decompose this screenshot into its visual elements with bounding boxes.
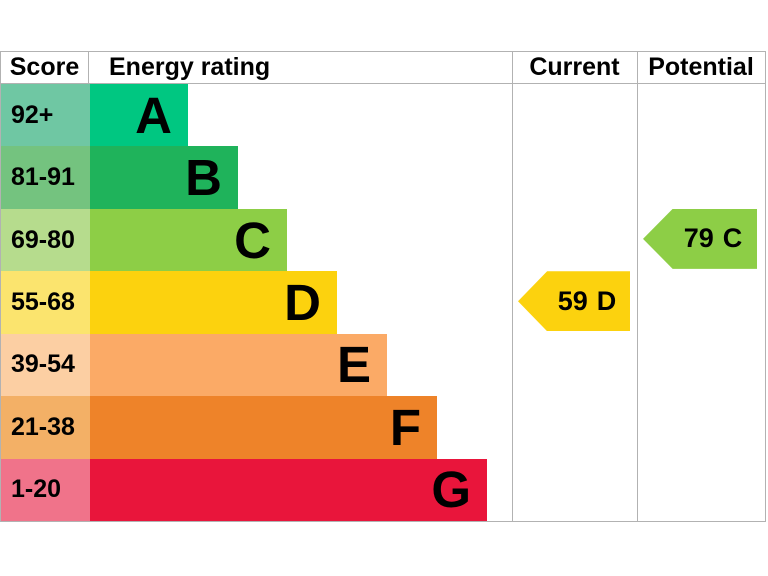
current-rating-arrow: 59 D bbox=[518, 271, 630, 332]
band-letter: E bbox=[336, 336, 371, 394]
potential-score-value: 79 bbox=[683, 223, 714, 254]
band-row-d: 55-68 D bbox=[1, 271, 765, 334]
band-row-g: 1-20 G bbox=[1, 458, 765, 521]
column-divider-potential bbox=[637, 52, 638, 521]
band-bar: C bbox=[90, 208, 287, 272]
header-potential: Potential bbox=[648, 53, 754, 81]
band-score-range: 69-80 bbox=[1, 208, 90, 272]
band-score-range: 1-20 bbox=[1, 458, 90, 521]
band-letter: C bbox=[234, 211, 271, 269]
band-letter: D bbox=[284, 273, 321, 331]
header-score: Score bbox=[1, 52, 89, 83]
band-score-range: 55-68 bbox=[1, 271, 90, 334]
band-bar: A bbox=[90, 84, 188, 147]
band-bar: G bbox=[90, 458, 487, 521]
column-divider-current bbox=[512, 52, 513, 521]
band-bar: F bbox=[90, 396, 437, 459]
band-score-range: 21-38 bbox=[1, 396, 90, 459]
band-letter: G bbox=[431, 461, 471, 519]
band-row-f: 21-38 F bbox=[1, 396, 765, 459]
band-row-b: 81-91 B bbox=[1, 146, 765, 209]
band-rows: 92+ A 81-91 B 69-80 C 55-68 D 39-54 E 21-38 F 1-20 G bbox=[1, 84, 765, 521]
band-bar: D bbox=[90, 271, 337, 334]
band-score-range: 39-54 bbox=[1, 333, 90, 397]
band-bar: B bbox=[90, 146, 238, 209]
current-score-value: 59 bbox=[557, 285, 588, 316]
table-header: Score Energy rating Current Potential bbox=[1, 52, 765, 84]
band-score-range: 92+ bbox=[1, 84, 90, 147]
header-energy-rating: Energy rating bbox=[109, 53, 271, 81]
band-row-c: 69-80 C bbox=[1, 208, 765, 272]
band-row-e: 39-54 E bbox=[1, 333, 765, 397]
band-letter: B bbox=[185, 149, 222, 207]
header-current: Current bbox=[529, 53, 620, 81]
band-bar: E bbox=[90, 333, 387, 397]
band-score-range: 81-91 bbox=[1, 146, 90, 209]
current-rating-letter: D bbox=[596, 285, 617, 316]
band-row-a: 92+ A bbox=[1, 84, 765, 147]
epc-table: Score Energy rating Current Potential 92… bbox=[0, 51, 766, 522]
potential-rating-letter: C bbox=[722, 223, 743, 254]
band-letter: F bbox=[389, 398, 421, 456]
band-letter: A bbox=[135, 86, 172, 144]
